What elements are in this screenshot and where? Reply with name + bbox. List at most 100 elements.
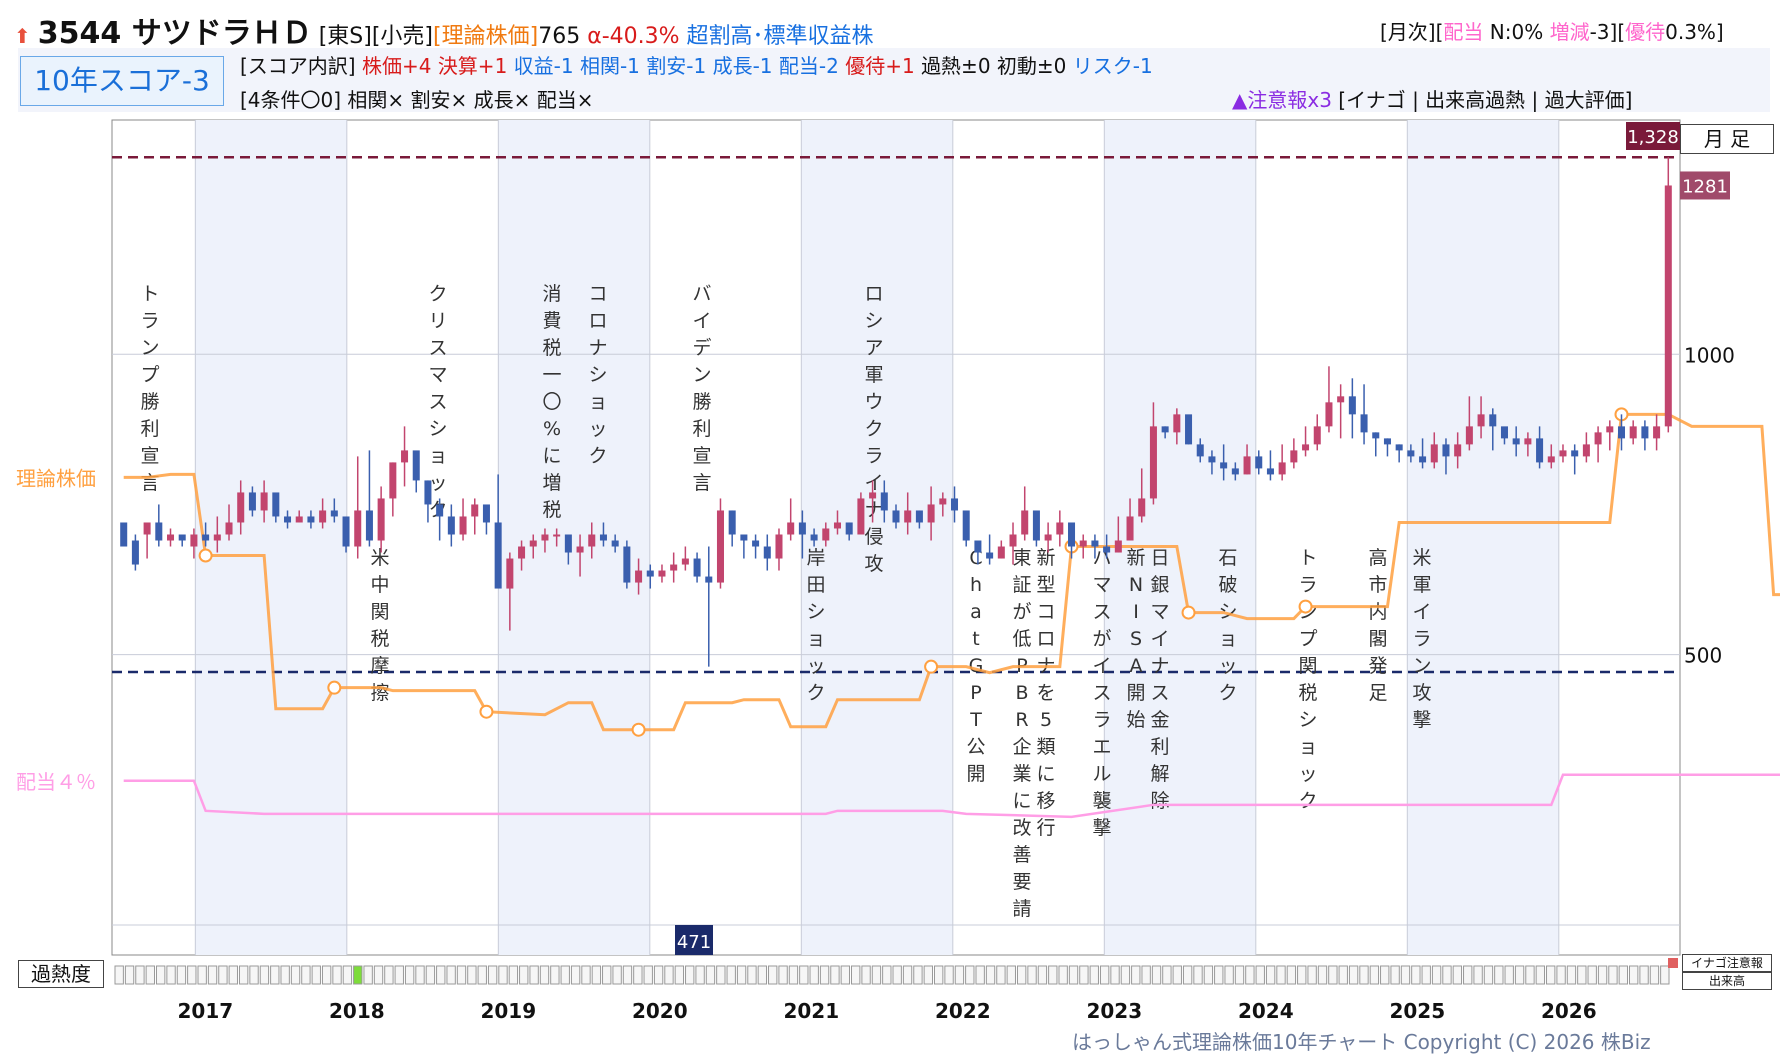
candle-body xyxy=(248,492,256,511)
candle-body xyxy=(1149,426,1157,499)
event-char: ラ xyxy=(1092,709,1111,731)
event-char: イ xyxy=(864,472,883,494)
event-char: ナ xyxy=(588,337,607,359)
candle-body xyxy=(482,504,490,523)
candle-body xyxy=(880,492,888,511)
event-char: ッ xyxy=(428,472,447,494)
event-char: P xyxy=(970,682,981,704)
event-char: バ xyxy=(692,283,711,305)
event-char: 破 xyxy=(1218,574,1237,596)
yutai-tag: 優待 xyxy=(1625,20,1666,44)
monthly-prefix: [月次][ xyxy=(1380,20,1444,44)
event-char: 中 xyxy=(370,574,389,596)
candle-body xyxy=(166,534,175,541)
candle-body xyxy=(1500,426,1508,439)
heat-cell xyxy=(664,965,674,985)
inago-marker xyxy=(1668,958,1678,968)
candle-body xyxy=(915,510,923,523)
candle-body xyxy=(1255,456,1263,469)
dividend-left-label: 配当４％ xyxy=(16,770,96,794)
heat-cell xyxy=(238,965,249,985)
theory-tag: [理論株価] xyxy=(433,24,539,49)
event-char: ラ xyxy=(140,310,159,332)
heat-cell xyxy=(498,965,508,985)
event-char: S xyxy=(1130,628,1142,650)
heat-cell xyxy=(830,965,840,985)
candle-body xyxy=(1559,450,1567,457)
heat-label: 過熱度 xyxy=(18,960,104,988)
candle-body xyxy=(740,534,748,541)
heat-cell xyxy=(1483,965,1494,985)
event-char: ス xyxy=(428,337,447,359)
conditions-text: [4条件〇0] 相関× 割安× 成長× 配当× xyxy=(240,88,594,112)
candle-body xyxy=(1430,444,1438,463)
theory-marker xyxy=(1298,599,1313,614)
heat-cell xyxy=(1473,965,1483,985)
event-char: 市 xyxy=(1368,574,1387,596)
candle-body xyxy=(1114,540,1122,553)
candle-body xyxy=(716,510,724,583)
candle-body xyxy=(623,546,631,583)
heat-cell xyxy=(1182,965,1193,985)
event-char: 型 xyxy=(1036,574,1055,596)
heat-cell xyxy=(363,965,373,985)
heat-cell xyxy=(394,965,404,985)
event-char: ア xyxy=(864,337,883,359)
event-char: 開 xyxy=(966,763,985,785)
dividend-line xyxy=(123,773,1780,819)
event-char: に xyxy=(542,445,561,467)
event-char: 開 xyxy=(1126,682,1145,704)
event-char: 消 xyxy=(542,283,561,305)
candle-body xyxy=(553,534,561,537)
event-char: ク xyxy=(588,445,607,467)
heat-cell xyxy=(1618,965,1629,985)
candle-body xyxy=(295,516,303,523)
year-band xyxy=(498,120,650,955)
heat-cell xyxy=(1566,965,1577,985)
event-char: 言 xyxy=(692,472,711,494)
candle-body xyxy=(1243,456,1251,475)
heat-cell xyxy=(685,965,695,985)
heat-cell xyxy=(415,965,425,985)
candle-body xyxy=(564,534,572,553)
heat-cell xyxy=(1203,965,1214,985)
heat-cell xyxy=(1245,965,1255,985)
heat-cell xyxy=(840,965,851,985)
candle-body xyxy=(260,492,268,511)
event-char: 解 xyxy=(1150,763,1169,785)
heat-cell xyxy=(674,965,685,985)
candle-body xyxy=(1372,432,1380,439)
event-char: 内 xyxy=(1368,601,1387,623)
event-char: シ xyxy=(588,364,607,386)
change-value: -3][ xyxy=(1589,20,1626,44)
candle-body xyxy=(155,522,163,541)
candle-body xyxy=(1407,450,1415,457)
heat-cell xyxy=(135,965,145,985)
breakdown-items: 株価+4 決算+1 収益-1 相関-1 割安-1 成長-1 配当-2 優待+1 … xyxy=(362,54,1153,78)
year-label: 2021 xyxy=(783,999,839,1023)
event-label: クリスマスショック xyxy=(428,283,447,521)
alert-body: [イナゴ | 出来高過熱 | 過大評価] xyxy=(1331,88,1633,112)
heat-cell xyxy=(1494,965,1504,985)
candle-body xyxy=(506,558,514,589)
candle-body xyxy=(1571,450,1579,457)
event-char: 税 xyxy=(370,628,389,650)
heat-cell xyxy=(425,965,436,985)
monthly-toggle[interactable]: 月 足 xyxy=(1680,124,1774,154)
heat-cell xyxy=(1297,965,1307,985)
heat-cell xyxy=(187,965,197,985)
candle-body xyxy=(1547,456,1555,463)
heat-cell xyxy=(1234,965,1245,985)
candle-body xyxy=(693,558,701,577)
year-label: 2025 xyxy=(1389,999,1445,1023)
candle-body xyxy=(541,534,549,541)
candle-body xyxy=(459,516,467,535)
low-tag-bg xyxy=(675,925,713,955)
candle-body xyxy=(892,510,900,523)
candle-body xyxy=(810,534,818,541)
